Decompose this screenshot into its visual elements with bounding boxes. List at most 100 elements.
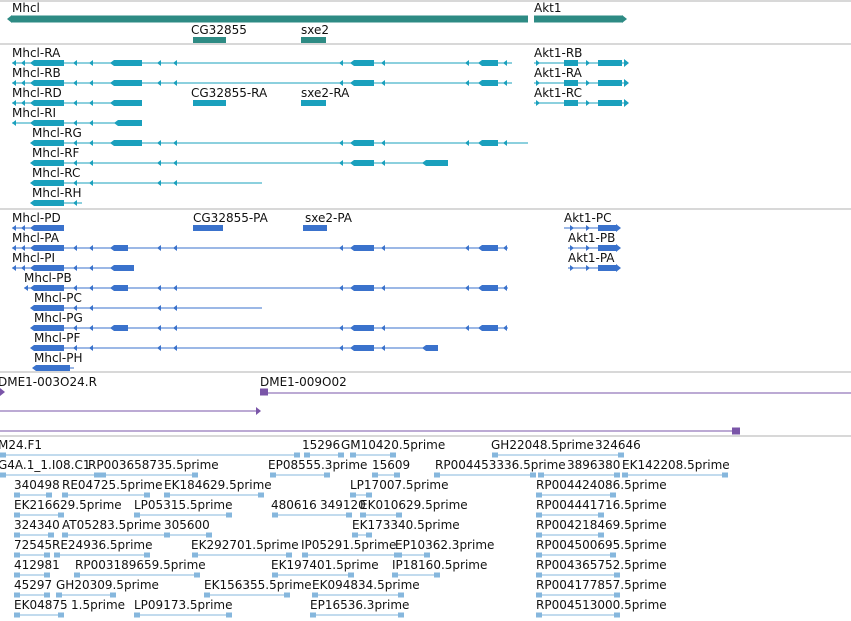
gene-mhcl[interactable]: [12, 15, 528, 23]
transcript-row-exon[interactable]: [114, 80, 142, 86]
est-block[interactable]: [0, 452, 6, 458]
est-block[interactable]: [74, 572, 80, 578]
transcript-row-exon[interactable]: [34, 160, 64, 166]
protein-row-exon[interactable]: [34, 285, 64, 291]
est-block[interactable]: [14, 532, 20, 538]
est-block[interactable]: [284, 592, 290, 598]
est-block[interactable]: [302, 552, 308, 558]
protein-row-exon[interactable]: [34, 225, 64, 231]
est-block[interactable]: [272, 512, 278, 518]
transcript-row-exon[interactable]: [354, 60, 374, 66]
protein-row-exon[interactable]: [482, 325, 498, 331]
est-block[interactable]: [618, 452, 624, 458]
est-block[interactable]: [46, 492, 52, 498]
transcript-row-exon[interactable]: [34, 80, 64, 86]
est-block[interactable]: [614, 572, 620, 578]
est-block[interactable]: [312, 592, 318, 598]
est-block[interactable]: [350, 452, 356, 458]
transcript-row-exon[interactable]: [482, 60, 498, 66]
est-block[interactable]: [14, 572, 20, 578]
est-block[interactable]: [614, 612, 620, 618]
protein-row-exon[interactable]: [34, 265, 64, 271]
sxe2-pa-exon[interactable]: [303, 225, 327, 231]
transcript-row-exon[interactable]: [114, 100, 142, 106]
est-block[interactable]: [14, 492, 20, 498]
est-block[interactable]: [286, 552, 292, 558]
protein-row-exon[interactable]: [36, 365, 70, 371]
transcript-row-exon[interactable]: [482, 80, 498, 86]
cg32855-ra-exon[interactable]: [193, 100, 226, 106]
cg32855-pa-exon[interactable]: [193, 225, 223, 231]
transcript-row-exon[interactable]: [482, 140, 498, 146]
gene-sxe2[interactable]: [301, 37, 326, 43]
est-block[interactable]: [14, 512, 20, 518]
est-block[interactable]: [392, 572, 398, 578]
est-block[interactable]: [14, 592, 20, 598]
protein-row-exon[interactable]: [354, 325, 374, 331]
est-block[interactable]: [536, 492, 542, 498]
est-block[interactable]: [58, 512, 64, 518]
est-block[interactable]: [390, 452, 396, 458]
est-block[interactable]: [62, 492, 68, 498]
est-block[interactable]: [270, 472, 276, 478]
transcript-row-exon[interactable]: [114, 60, 142, 66]
protein-row-exon[interactable]: [34, 345, 64, 351]
akt1-transcript-exon[interactable]: [564, 60, 578, 66]
transcript-row-exon[interactable]: [118, 120, 142, 126]
est-block[interactable]: [492, 452, 498, 458]
est-block[interactable]: [598, 532, 604, 538]
est-block[interactable]: [394, 552, 400, 558]
est-block[interactable]: [100, 472, 106, 478]
est-block[interactable]: [346, 512, 352, 518]
akt1-transcript-exon[interactable]: [564, 100, 578, 106]
est-block[interactable]: [194, 572, 200, 578]
est-block[interactable]: [536, 532, 542, 538]
transcript-row-exon[interactable]: [354, 80, 374, 86]
est-block[interactable]: [350, 492, 356, 498]
protein-row-exon[interactable]: [114, 245, 128, 251]
est-block[interactable]: [54, 552, 60, 558]
est-block[interactable]: [62, 532, 68, 538]
est-block[interactable]: [610, 492, 616, 498]
protein-row-exon[interactable]: [34, 305, 64, 311]
est-block[interactable]: [192, 552, 198, 558]
est-block[interactable]: [622, 472, 628, 478]
est-block[interactable]: [258, 492, 264, 498]
est-block[interactable]: [94, 472, 100, 478]
protein-row-exon[interactable]: [354, 285, 374, 291]
protein-row-exon[interactable]: [34, 245, 64, 251]
est-block[interactable]: [272, 572, 278, 578]
protein-row-exon[interactable]: [114, 285, 128, 291]
akt1-transcript-exon[interactable]: [598, 60, 622, 66]
akt1-protein-exon[interactable]: [598, 245, 616, 251]
est-block[interactable]: [56, 592, 62, 598]
insertion-block[interactable]: [260, 388, 268, 396]
transcript-row-exon[interactable]: [354, 140, 374, 146]
transcript-row-exon[interactable]: [114, 140, 142, 146]
est-block[interactable]: [598, 512, 604, 518]
est-block[interactable]: [48, 532, 54, 538]
est-block[interactable]: [164, 492, 170, 498]
insertion-block[interactable]: [732, 427, 740, 435]
protein-row-exon[interactable]: [354, 245, 374, 251]
est-block[interactable]: [192, 472, 198, 478]
est-block[interactable]: [338, 452, 344, 458]
transcript-row-exon[interactable]: [34, 180, 64, 186]
est-block[interactable]: [134, 512, 140, 518]
est-block[interactable]: [304, 452, 310, 458]
est-block[interactable]: [348, 572, 354, 578]
est-block[interactable]: [144, 552, 150, 558]
transcript-row-exon[interactable]: [34, 100, 64, 106]
est-block[interactable]: [536, 552, 542, 558]
est-block[interactable]: [134, 612, 140, 618]
est-block[interactable]: [352, 532, 358, 538]
est-block[interactable]: [398, 592, 404, 598]
est-block[interactable]: [14, 612, 20, 618]
transcript-row-exon[interactable]: [34, 140, 64, 146]
akt1-transcript-exon[interactable]: [564, 80, 578, 86]
est-block[interactable]: [396, 512, 402, 518]
protein-row-exon[interactable]: [114, 325, 128, 331]
est-block[interactable]: [372, 472, 378, 478]
transcript-row-exon[interactable]: [34, 120, 64, 126]
akt1-protein-exon[interactable]: [598, 225, 616, 231]
